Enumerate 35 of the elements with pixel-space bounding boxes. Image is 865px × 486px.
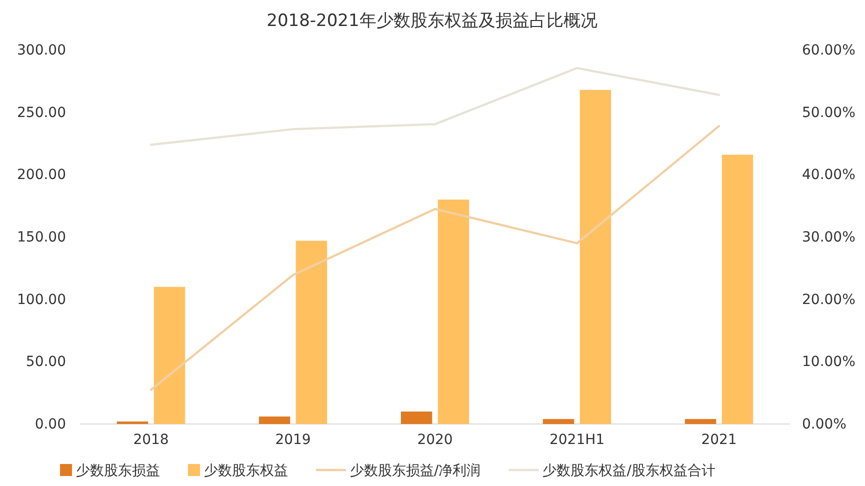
y2-tick-label: 60.00% [802, 42, 856, 58]
y-tick-label: 250.00 [17, 104, 66, 121]
y2-tick-label: 50.00% [802, 104, 856, 121]
y2-tick-label: 10.00% [802, 354, 856, 370]
x-tick-label: 2019 [275, 432, 311, 448]
legend-label: 少数股东权益 [204, 463, 288, 479]
bar [684, 419, 716, 424]
chart-title: 2018-2021年少数股东权益及损益占比概况 [266, 11, 598, 31]
y-tick-label: 100.00 [17, 292, 66, 308]
y2-tick-label: 20.00% [802, 292, 856, 308]
legend-label: 少数股东损益/净利润 [350, 463, 481, 479]
y-tick-label: 300.00 [17, 42, 66, 58]
y-tick-label: 50.00 [26, 354, 66, 370]
line-series [150, 66, 720, 146]
x-tick-label: 2021 [701, 432, 737, 448]
bar [154, 286, 186, 424]
bar [400, 412, 432, 424]
bar [438, 200, 470, 424]
y2-tick-label: 40.00% [802, 167, 856, 184]
legend-label: 少数股东权益/股东权益合计 [542, 463, 716, 479]
legend-label: 少数股东损益 [76, 463, 160, 479]
bar [722, 154, 754, 424]
x-tick-label: 2018 [133, 432, 169, 448]
y2-tick-label: 30.00% [802, 229, 856, 246]
y-tick-label: 0.00 [34, 416, 66, 432]
bar [296, 240, 328, 424]
x-tick-label: 2021H1 [549, 432, 605, 448]
bar [258, 416, 290, 424]
bar [542, 419, 574, 424]
y-tick-label: 150.00 [17, 229, 66, 246]
y2-tick-label: 0.00% [802, 416, 846, 432]
x-tick-label: 2020 [417, 432, 453, 448]
bar [580, 90, 612, 424]
y-tick-label: 200.00 [17, 167, 66, 184]
line-series [150, 124, 720, 391]
